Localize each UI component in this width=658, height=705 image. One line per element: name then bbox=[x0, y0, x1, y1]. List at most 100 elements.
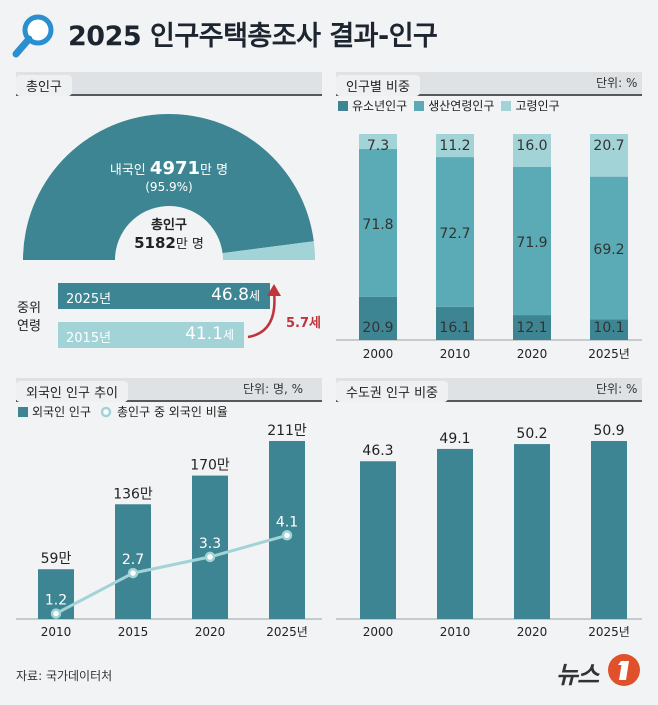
foreign-tick-1: 2015 bbox=[118, 625, 149, 639]
legend-swatch-youth bbox=[338, 100, 348, 111]
share-tick-2: 2020 bbox=[517, 347, 548, 361]
foreign-tick-0: 2010 bbox=[41, 625, 72, 639]
share-label-0-1: 16.1 bbox=[439, 320, 470, 336]
share-bar-0-3 bbox=[590, 319, 628, 340]
domestic-pct: (95.9%) bbox=[145, 180, 193, 194]
share-tick-3: 2025년 bbox=[588, 347, 630, 361]
share-legend: 유소년인구 생산연령인구 고령인구 bbox=[338, 97, 560, 114]
foreign-tick-3: 2025년 bbox=[266, 625, 308, 639]
section-header-foreign: 외국인 인구 추이 bbox=[16, 378, 322, 402]
share-chart: 20.9 71.8 7.3 2000 16.1 72.7 11.2 2010 12.1 71.9 1… bbox=[336, 134, 642, 361]
gauge-foreign-arc bbox=[222, 241, 315, 260]
foreign-ratio-point-1 bbox=[127, 567, 139, 579]
capital-bar-1 bbox=[437, 448, 473, 619]
share-label-1-3: 69.2 bbox=[593, 242, 624, 258]
unit-share: 단위: % bbox=[596, 76, 638, 90]
legend-swatch-working bbox=[414, 100, 425, 111]
share-label-0-0: 20.9 bbox=[362, 320, 393, 336]
foreign-bar-3 bbox=[269, 441, 305, 619]
capital-chart: 46.3 2000 49.1 2010 50.2 2020 50.9 2025년 bbox=[336, 423, 642, 639]
foreign-bar-label-1: 136만 bbox=[113, 486, 153, 502]
foreign-ratio-point-2 bbox=[204, 551, 216, 563]
section-header-total: 총인구 bbox=[16, 72, 322, 96]
section-label-capital: 수도권 인구 비중 bbox=[336, 381, 448, 402]
capital-tick-2: 2020 bbox=[517, 625, 548, 639]
share-bar-1-0 bbox=[359, 149, 397, 297]
foreign-chart: 59만 2010 136만 2015 170만 2020 211만 2025년 1.2 2.7 3.… bbox=[16, 423, 322, 639]
share-label-2-1: 11.2 bbox=[439, 138, 470, 154]
share-label-0-2: 12.1 bbox=[516, 320, 547, 336]
section-label-total: 총인구 bbox=[16, 75, 72, 96]
foreign-ratio-line bbox=[55, 533, 288, 615]
foreign-ratio-label-1: 2.7 bbox=[122, 552, 144, 568]
share-label-2-3: 20.7 bbox=[593, 138, 624, 154]
share-bar-1-3 bbox=[590, 176, 628, 320]
foreign-ratio-label-0: 1.2 bbox=[45, 593, 67, 609]
foreign-bar-1 bbox=[115, 504, 151, 619]
foreign-ratio-point-0 bbox=[50, 608, 62, 619]
search-icon bbox=[12, 14, 54, 58]
share-bar-2-1 bbox=[436, 134, 474, 158]
unit-capital: 단위: % bbox=[596, 382, 638, 396]
share-bar-2-3 bbox=[590, 134, 628, 177]
share-label-0-3: 10.1 bbox=[593, 320, 624, 336]
share-bar-0-1 bbox=[436, 306, 474, 340]
legend-label-working: 생산연령인구 bbox=[428, 99, 495, 113]
foreign-ratio-label-3: 4.1 bbox=[276, 514, 298, 530]
section-header-share: 인구별 비중 bbox=[336, 72, 642, 96]
capital-bar-label-3: 50.9 bbox=[593, 423, 624, 439]
share-bar-0-0 bbox=[359, 296, 397, 340]
legend-swatch-foreign bbox=[18, 406, 28, 417]
unit-foreign: 단위: 명, % bbox=[243, 382, 304, 396]
median-age-arrow bbox=[247, 284, 281, 339]
legend-label-ratio: 총인구 중 외국인 비율 bbox=[117, 405, 228, 419]
capital-bar-3 bbox=[591, 441, 627, 619]
foreign-bar-2 bbox=[192, 475, 228, 619]
foreign-legend: 외국인 인구 총인구 중 외국인 비율 bbox=[18, 403, 228, 420]
foreign-ratio-label-2: 3.3 bbox=[199, 536, 221, 552]
total-value-line: 5182만 명 bbox=[134, 234, 204, 252]
source-note: 자료: 국가데이터처 bbox=[16, 669, 113, 683]
gauge-domestic-arc bbox=[23, 113, 314, 260]
share-label-2-2: 16.0 bbox=[516, 138, 547, 154]
foreign-bar-label-3: 211만 bbox=[267, 423, 307, 439]
page-title: 2025 인구주택총조사 결과-인구 bbox=[68, 21, 438, 52]
brand-text: 뉴스 bbox=[556, 661, 599, 689]
median-age-2015-bar: 2015년 41.1세 bbox=[58, 322, 244, 348]
capital-bar-0 bbox=[360, 461, 396, 619]
capital-bar-label-1: 49.1 bbox=[439, 431, 470, 447]
legend-label-elderly: 고령인구 bbox=[515, 99, 560, 113]
capital-tick-0: 2000 bbox=[363, 625, 394, 639]
foreign-bar-label-2: 170만 bbox=[190, 458, 230, 474]
capital-bar-label-2: 50.2 bbox=[516, 426, 547, 442]
legend-label-youth: 유소년인구 bbox=[352, 99, 408, 113]
share-bar-1-1 bbox=[436, 157, 474, 307]
legend-label-foreign: 외국인 인구 bbox=[32, 405, 92, 419]
share-bar-2-0 bbox=[359, 134, 397, 150]
median-age-2025-bar: 2025년 46.8세 bbox=[58, 283, 270, 309]
section-label-share: 인구별 비중 bbox=[336, 75, 420, 96]
share-tick-0: 2000 bbox=[363, 347, 394, 361]
share-label-2-0: 7.3 bbox=[367, 138, 389, 154]
share-bar-0-2 bbox=[513, 315, 551, 340]
share-bar-1-2 bbox=[513, 166, 551, 316]
total-population-gauge bbox=[23, 113, 315, 260]
section-header-capital: 수도권 인구 비중 bbox=[336, 378, 642, 402]
median-age-diff: 5.7세 bbox=[286, 316, 321, 331]
share-label-1-0: 71.8 bbox=[362, 217, 393, 233]
share-label-1-1: 72.7 bbox=[439, 226, 470, 242]
section-label-foreign: 외국인 인구 추이 bbox=[16, 381, 128, 402]
median-age-label: 중위 연령 bbox=[17, 301, 41, 334]
domestic-label: 내국인 4971만 명 bbox=[109, 158, 229, 179]
capital-bar-2 bbox=[514, 444, 550, 619]
legend-marker-ratio bbox=[100, 406, 112, 417]
news1-logo bbox=[608, 654, 640, 686]
capital-tick-1: 2010 bbox=[440, 625, 471, 639]
legend-swatch-elderly bbox=[501, 100, 512, 111]
share-label-1-2: 71.9 bbox=[516, 235, 547, 251]
share-tick-1: 2010 bbox=[440, 347, 471, 361]
foreign-bar-label-0: 59만 bbox=[41, 551, 72, 567]
capital-tick-3: 2025년 bbox=[588, 625, 630, 639]
total-label: 총인구 bbox=[151, 218, 187, 233]
share-bar-2-2 bbox=[513, 134, 551, 167]
